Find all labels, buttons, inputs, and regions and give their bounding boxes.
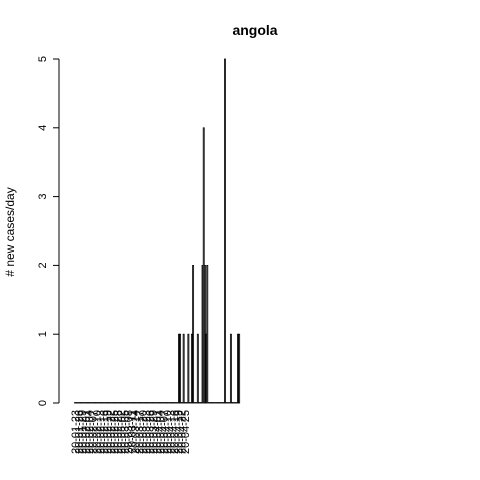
y-tick-label: 1 [37,331,49,337]
y-tick-label: 2 [37,262,49,268]
x-tick-label: 20-03-26 [144,410,156,454]
x-tick-label: 20-03-23 [141,410,153,454]
bar [187,333,190,404]
x-tick-label: 20-04-01 [151,410,163,454]
x-tick-label: 20-02-19 [102,410,114,454]
x-tick-label: 20-03-17 [134,410,146,454]
x-tick-label: 20-02-04 [84,410,96,454]
x-tick-label: 20-04-16 [169,410,181,454]
bar [192,264,195,404]
bars-group [74,58,241,404]
y-axis-label: # new cases/day [3,187,17,276]
x-tick-label: 20-03-02 [116,410,128,454]
x-tick-label: 20-04-25 [180,410,192,454]
x-tick-label: 20-04-13 [166,410,178,454]
chart-title: angola [232,22,277,38]
bar [229,333,232,404]
bar [179,333,182,404]
bar [196,333,199,404]
y-tick-label: 5 [37,56,49,62]
x-tick-label: 20-03-29 [148,410,160,454]
bar [206,264,209,404]
x-tick-label: 20-03-20 [137,410,149,454]
bar [238,333,241,404]
x-tick-label: 20-03-05 [120,410,132,454]
x-tick-label: 20-02-13 [95,410,107,454]
y-axis: 0 1 2 3 4 5 [37,56,60,406]
x-tick-label: 20-02-01 [81,410,93,454]
x-tick-label: 20-02-07 [88,410,100,454]
x-tick-label: 20-04-10 [162,410,174,454]
x-tick-label: 20-02-25 [109,410,121,454]
x-tick-label: 20-02-10 [91,410,103,454]
y-tick-label: 4 [37,125,49,131]
x-tick-label: 20-03-08 [123,410,135,454]
x-tick-label: 20-02-16 [98,410,110,454]
y-tick-label: 0 [37,400,49,406]
x-tick-label: 20-04-07 [159,410,171,454]
bar [182,333,185,404]
x-tick-label: 20-01-29 [77,410,89,454]
x-tick-label: 20-03-11 [127,410,139,453]
x-tick-label: 20-04-19 [173,410,185,454]
x-tick-label: 20-02-28 [113,410,125,454]
x-tick-label: 20-04-22 [176,410,188,454]
y-tick-label: 3 [37,194,49,200]
bar [224,58,226,404]
x-tick-label: 20-03-14 [130,410,142,454]
x-tick-label: 20-01-26 [74,410,86,454]
x-tick-labels: 20-01-2320-01-2620-01-2920-02-0120-02-04… [70,410,192,454]
x-tick-label: 20-02-22 [105,410,117,454]
x-tick-label: 20-04-04 [155,410,167,454]
x-tick-label: 20-01-23 [70,410,82,454]
